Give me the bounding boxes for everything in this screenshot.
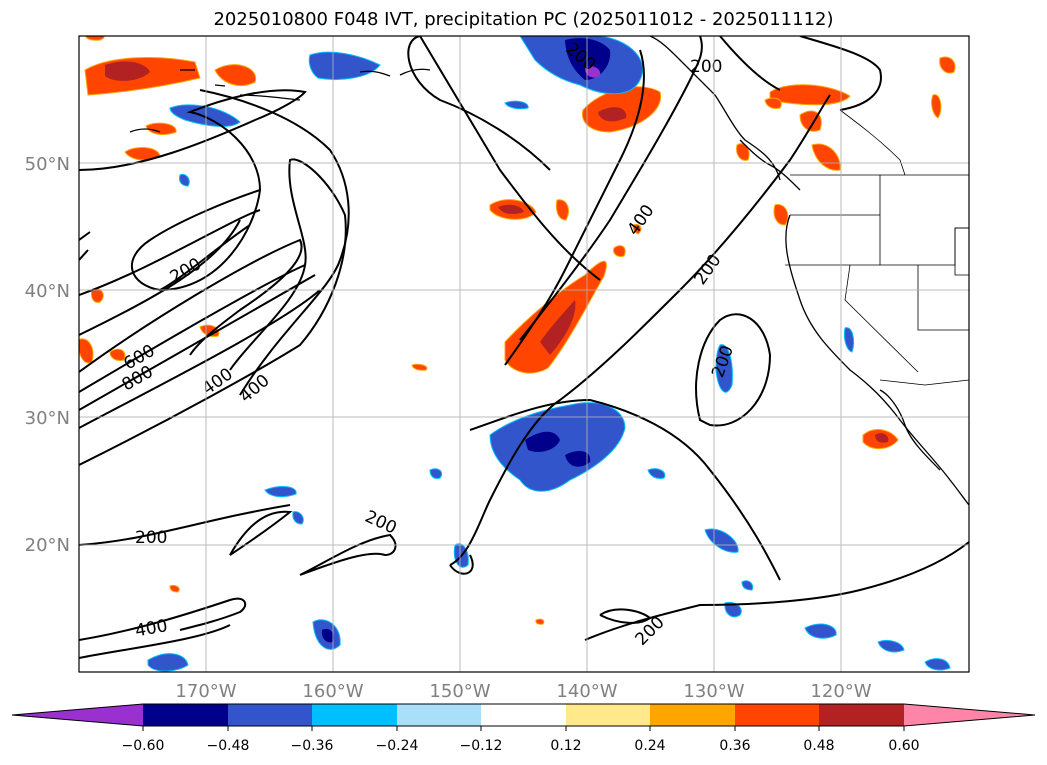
lat-label: 40°N [25, 281, 70, 302]
colorbar-segment [481, 704, 566, 726]
colorbar-segment [819, 704, 904, 726]
latitude-labels: 50°N 40°N 30°N 20°N [25, 154, 70, 556]
colorbar-segment [735, 704, 819, 726]
lon-label: 150°W [429, 681, 490, 702]
lon-label: 130°W [683, 681, 744, 702]
precip-negative-regions [147, 36, 951, 672]
colorbar-segment [566, 704, 650, 726]
colorbar-segment [143, 704, 228, 726]
lon-label: 140°W [556, 681, 617, 702]
colorbar-tick-label: 0.24 [634, 738, 665, 754]
state-borders [785, 109, 969, 386]
colorbar-segment [650, 704, 735, 726]
lat-label: 20°N [25, 535, 70, 556]
lon-label: 160°W [302, 681, 363, 702]
lon-label: 120°W [810, 681, 871, 702]
lat-label: 30°N [25, 408, 70, 429]
lon-label: 170°W [175, 681, 236, 702]
colorbar-extend-right [904, 704, 1035, 726]
graticule [79, 36, 969, 672]
colorbar-tick-label: 0.48 [803, 738, 834, 754]
coastlines [129, 36, 969, 506]
colorbar-tick-label: 0.12 [550, 738, 581, 754]
colorbar-extend-left [12, 704, 143, 726]
colorbar-tick-label: −0.36 [291, 738, 334, 754]
longitude-labels: 170°W 160°W 150°W 140°W 130°W 120°W [175, 681, 871, 702]
map-panel[interactable]: 200 400 600 800 400 200 400 200 200 200 … [78, 34, 969, 672]
colorbar-segment [312, 704, 397, 726]
ivt-contours [79, 36, 969, 659]
colorbar-segment [397, 704, 481, 726]
colorbar-tick-label: −0.60 [122, 738, 165, 754]
colorbar-segment [228, 704, 312, 726]
colorbar-tick-label: −0.24 [376, 738, 419, 754]
colorbar: −0.60 −0.48 −0.36 −0.24 −0.12 0.12 0.24 … [11, 703, 1036, 754]
precip-positive-regions [79, 36, 956, 625]
colorbar-tick-label: −0.48 [207, 738, 250, 754]
colorbar-tick-label: 0.60 [888, 738, 919, 754]
colorbar-tick-label: −0.12 [460, 738, 503, 754]
map-frame [78, 35, 970, 673]
contour-label: 200 [135, 528, 167, 548]
map-title: 2025010800 F048 IVT, precipitation PC (2… [213, 9, 834, 30]
lat-label: 50°N [25, 154, 70, 175]
colorbar-tick-label: 0.36 [719, 738, 750, 754]
